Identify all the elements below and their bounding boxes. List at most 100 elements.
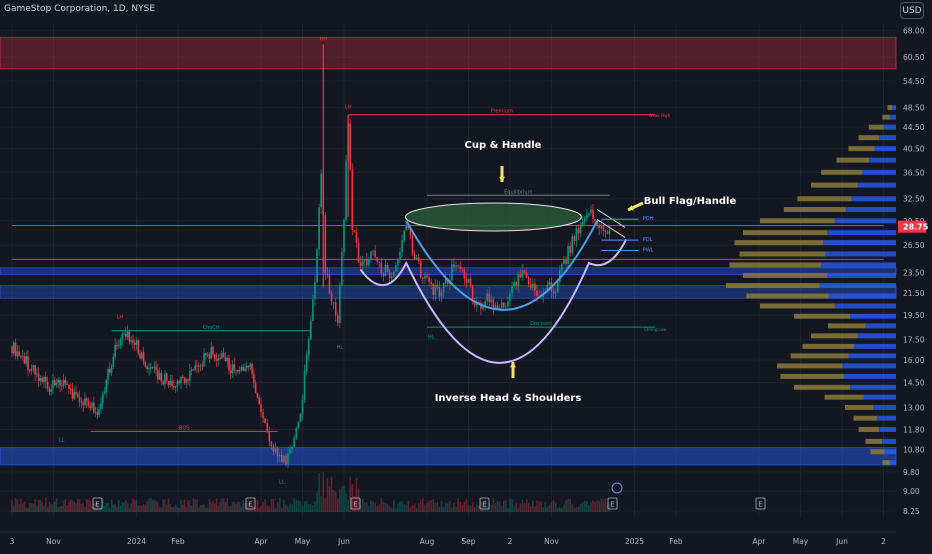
volume-bar	[260, 506, 262, 512]
candle-body	[229, 370, 232, 374]
volume-bar	[378, 504, 381, 512]
volume-bar	[336, 498, 339, 512]
volume-bar	[44, 498, 47, 512]
candle-body	[87, 401, 90, 406]
candle-body	[592, 209, 594, 220]
candle-body	[525, 272, 528, 278]
volume-bar	[48, 501, 51, 512]
candle-body	[185, 379, 188, 383]
volume-bar	[295, 500, 298, 512]
volume-bar	[274, 507, 277, 512]
volume-bar	[69, 499, 72, 512]
volume-bar	[153, 499, 156, 512]
volume-bar	[565, 500, 567, 512]
candle-body	[109, 368, 111, 373]
candle-body	[53, 380, 56, 386]
candle-body	[155, 366, 157, 371]
candle-body	[93, 402, 95, 413]
volume-bar	[53, 501, 56, 512]
volume-bar	[201, 504, 204, 512]
volume-bar	[272, 499, 275, 512]
volume-bar	[283, 499, 285, 512]
candle-body	[149, 367, 152, 369]
candle-body	[482, 305, 484, 309]
profile-bar	[734, 240, 824, 246]
profile-bar	[892, 105, 896, 111]
volume-bar	[23, 501, 26, 512]
candle-body	[247, 365, 250, 368]
volume-bar	[142, 504, 145, 512]
profile-bar	[819, 283, 896, 289]
candle-body	[307, 339, 310, 355]
volume-bar	[266, 505, 269, 512]
volume-bar	[459, 501, 461, 512]
candle-body	[75, 392, 77, 395]
profile-bar	[858, 135, 880, 141]
profile-bar	[863, 394, 896, 400]
volume-bar	[94, 503, 97, 512]
volume-bar	[155, 500, 157, 512]
currency-button[interactable]: USD	[900, 2, 924, 19]
x-tick-label: Nov	[46, 537, 61, 546]
candle-body	[295, 428, 298, 438]
candle-body	[233, 364, 236, 371]
candle-body	[569, 246, 571, 253]
arrow-head	[510, 362, 516, 368]
candle-body	[590, 209, 592, 214]
volume-bar	[590, 502, 592, 512]
candle-body	[117, 345, 120, 347]
candle-body	[496, 305, 499, 310]
volume-bar	[405, 504, 408, 512]
symbol-title: GameStop Corporation, 1D, NYSE	[4, 4, 156, 14]
candle-body	[366, 259, 368, 266]
volume-bar	[395, 507, 397, 512]
candle-body	[301, 399, 304, 415]
candle-body	[169, 380, 172, 386]
candle-body	[552, 291, 555, 294]
candle-body	[604, 230, 607, 233]
cup-curve	[405, 220, 599, 311]
x-tick-label: Jun	[835, 537, 848, 546]
candle-body	[105, 379, 108, 393]
earnings-marker: E	[92, 497, 103, 510]
candle-body	[245, 365, 248, 369]
volume-bar	[544, 501, 547, 512]
level-label: Premium	[491, 109, 513, 115]
candle-body	[16, 351, 19, 357]
volume-bar	[27, 507, 29, 512]
volume-bar	[343, 485, 345, 512]
volume-bar	[247, 503, 250, 512]
volume-bar	[494, 502, 497, 512]
pattern-label: Inverse Head & Shoulders	[435, 393, 582, 404]
candle-body	[502, 302, 505, 307]
candle-body	[205, 353, 207, 356]
candle-body	[559, 270, 561, 282]
candle-body	[96, 411, 99, 415]
candle-body	[210, 346, 212, 359]
volume-bar	[407, 500, 410, 512]
x-tick-label: 2	[508, 537, 513, 546]
profile-bar	[874, 146, 896, 152]
volume-bar	[401, 501, 403, 512]
candle-body	[353, 230, 356, 233]
volume-bar	[293, 498, 295, 512]
candle-body	[378, 261, 381, 263]
volume-bar	[502, 500, 505, 512]
structure-label: PDL	[643, 237, 653, 243]
profile-bar	[746, 293, 829, 299]
volume-bar	[465, 499, 468, 512]
candle-body	[413, 253, 416, 260]
volume-bar	[144, 504, 147, 512]
candle-body	[478, 301, 480, 303]
candle-body	[430, 281, 432, 284]
volume-bar	[411, 505, 414, 512]
earnings-label: E	[758, 501, 762, 509]
volume-bar	[77, 498, 79, 512]
candle-body	[534, 283, 536, 291]
volume-bar	[318, 472, 320, 512]
volume-bar	[363, 502, 366, 512]
candle-body	[217, 357, 220, 361]
volume-bar	[534, 506, 536, 512]
